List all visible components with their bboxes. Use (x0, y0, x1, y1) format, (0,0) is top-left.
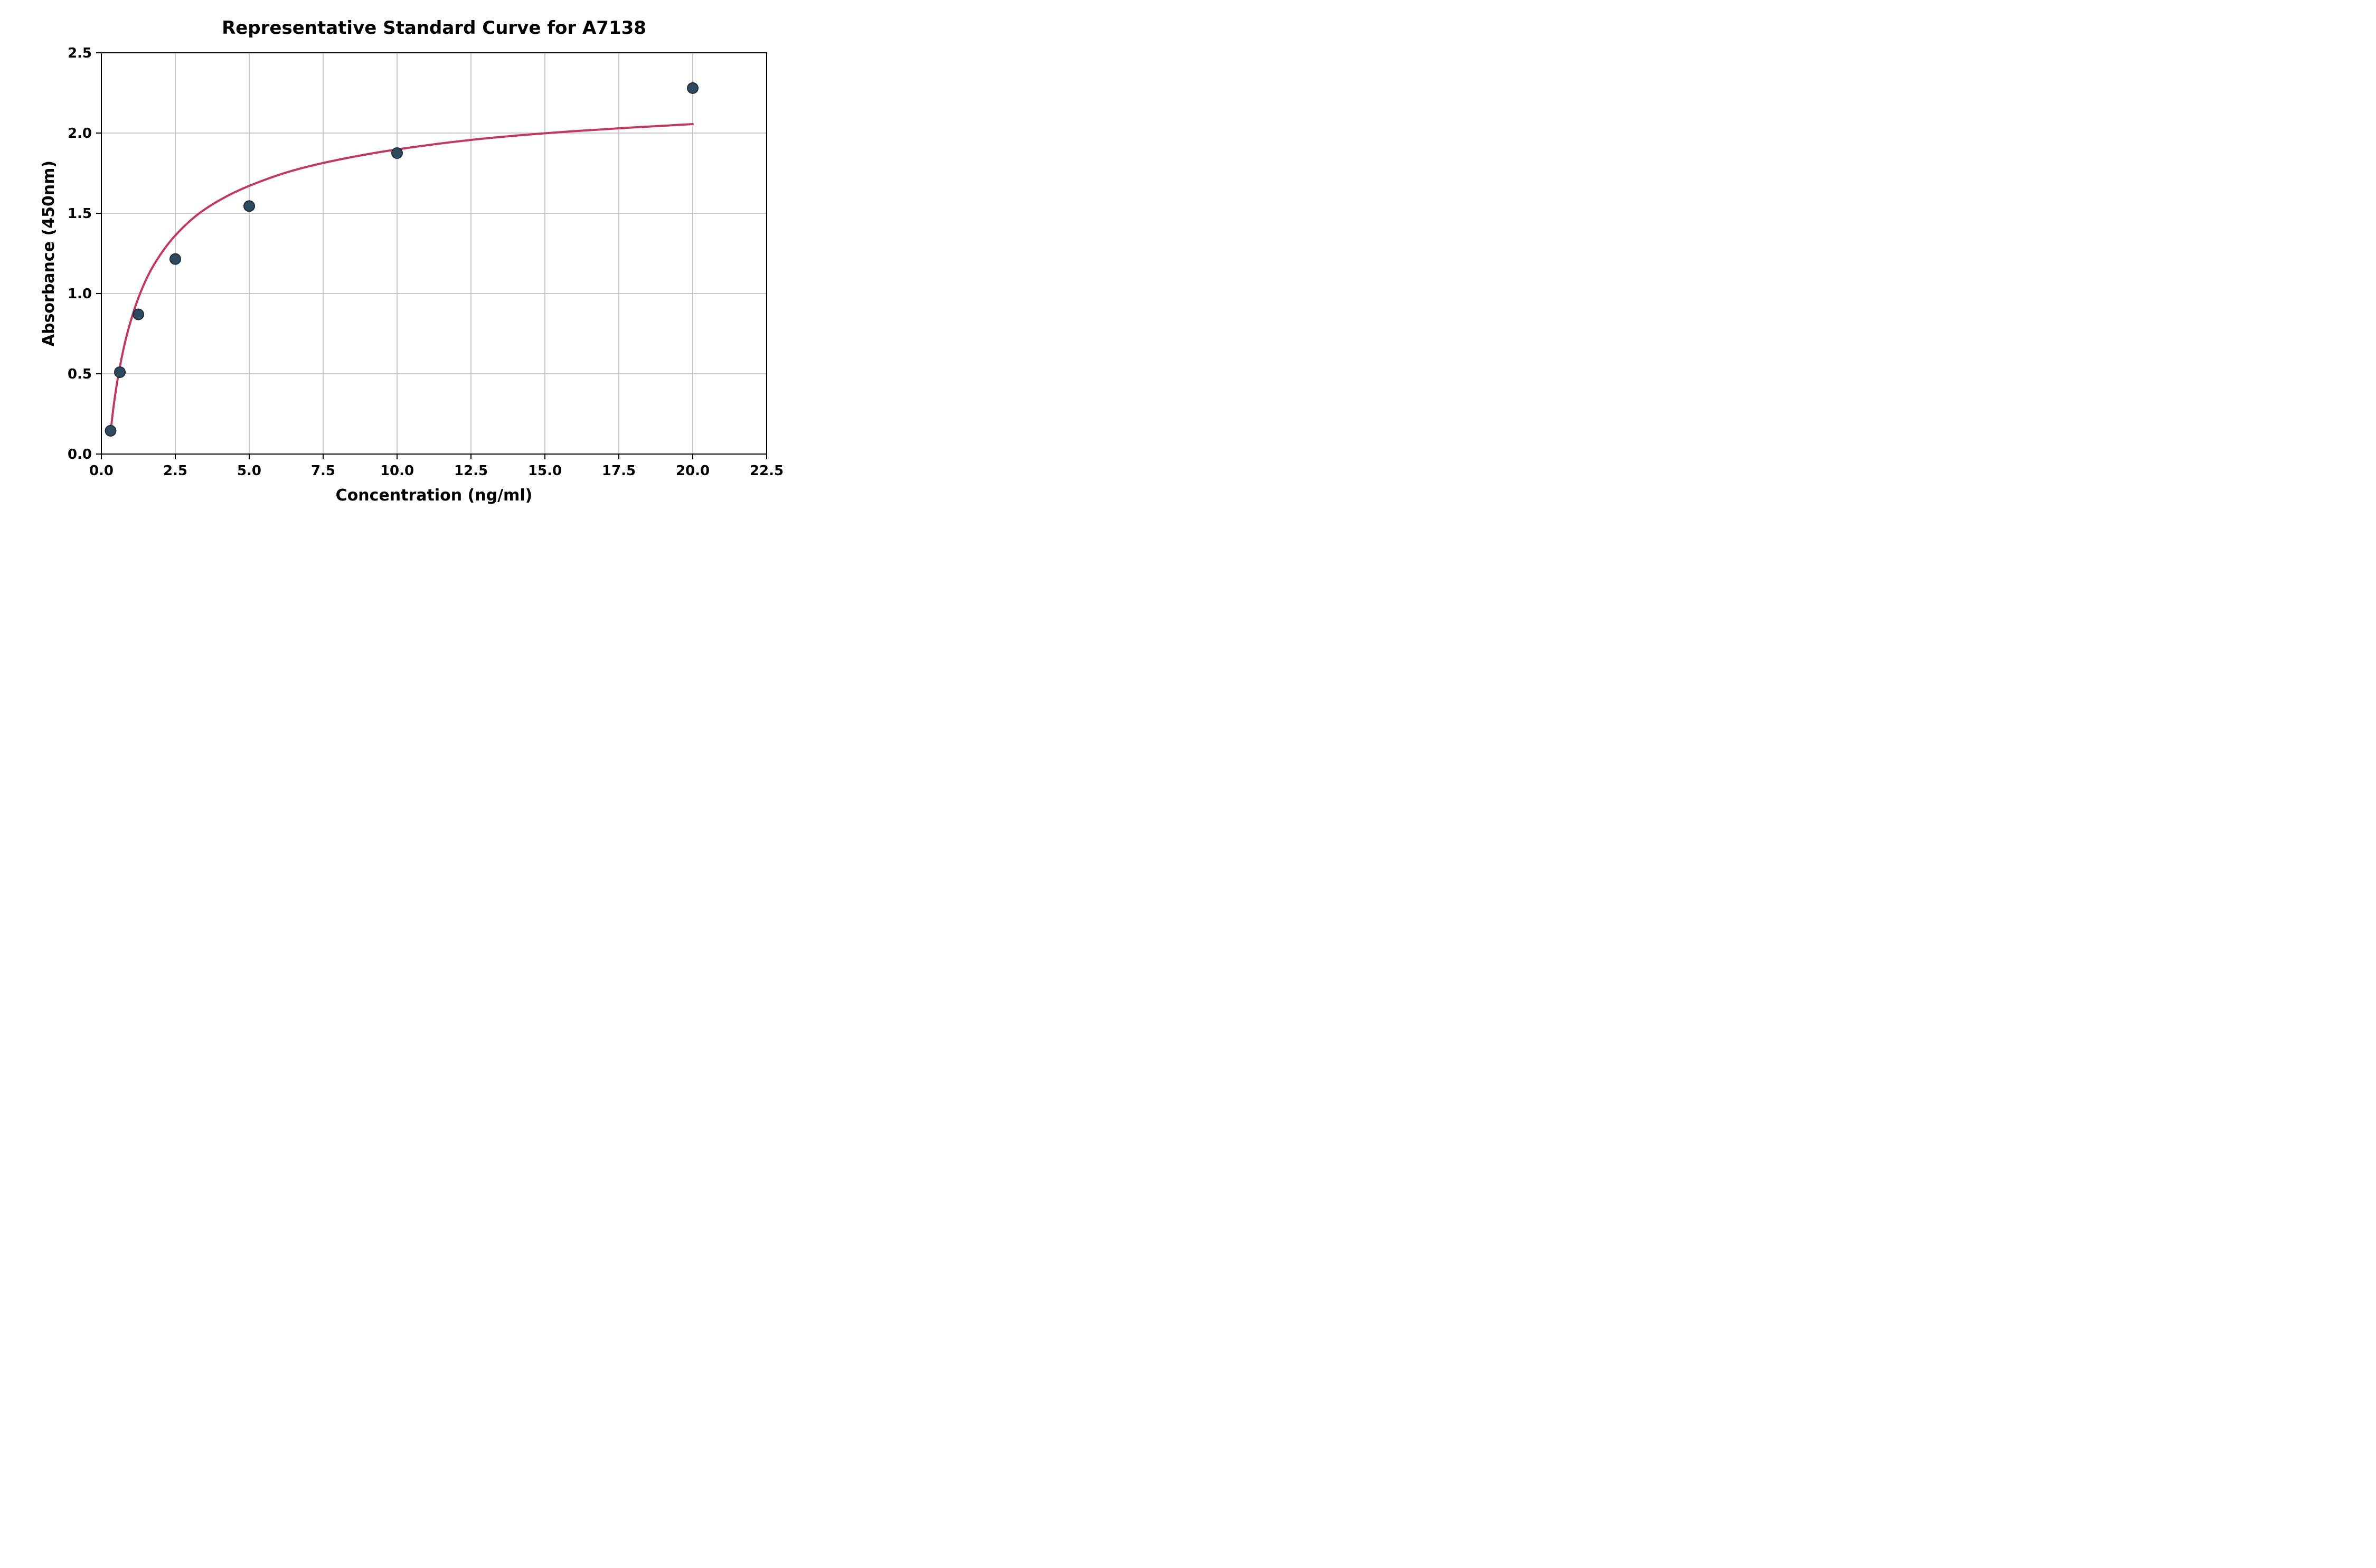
xtick-label: 17.5 (602, 463, 636, 479)
data-point (115, 367, 125, 377)
y-axis-label: Absorbance (450nm) (40, 160, 58, 346)
xtick-label: 0.0 (89, 463, 114, 479)
xtick-label: 22.5 (750, 463, 784, 479)
x-axis-label: Concentration (ng/ml) (336, 486, 533, 505)
ytick-label: 1.0 (68, 286, 92, 302)
standard-curve-chart: 0.0 2.5 5.0 7.5 10.0 12.5 15.0 17.5 20.0 22.5 0.0 0… (0, 0, 792, 523)
xtick-label: 2.5 (163, 463, 187, 479)
chart-container: 0.0 2.5 5.0 7.5 10.0 12.5 15.0 17.5 20.0 22.5 0.0 0… (0, 0, 792, 523)
data-point (133, 309, 144, 320)
data-point (106, 426, 116, 436)
plot-area (101, 53, 767, 454)
xtick-label: 15.0 (528, 463, 562, 479)
ytick-label: 1.5 (68, 206, 92, 222)
xtick-label: 20.0 (676, 463, 710, 479)
chart-title: Representative Standard Curve for A7138 (222, 17, 646, 39)
xtick-label: 10.0 (380, 463, 414, 479)
xtick-label: 7.5 (311, 463, 335, 479)
ytick-label: 2.5 (68, 45, 92, 61)
data-point (170, 254, 181, 265)
data-point (687, 83, 698, 93)
ytick-label: 2.0 (68, 126, 92, 141)
data-point (392, 148, 402, 158)
xtick-label: 5.0 (237, 463, 261, 479)
data-point (244, 201, 254, 211)
ytick-label: 0.0 (68, 447, 92, 462)
ytick-label: 0.5 (68, 366, 92, 382)
xtick-label: 12.5 (454, 463, 488, 479)
